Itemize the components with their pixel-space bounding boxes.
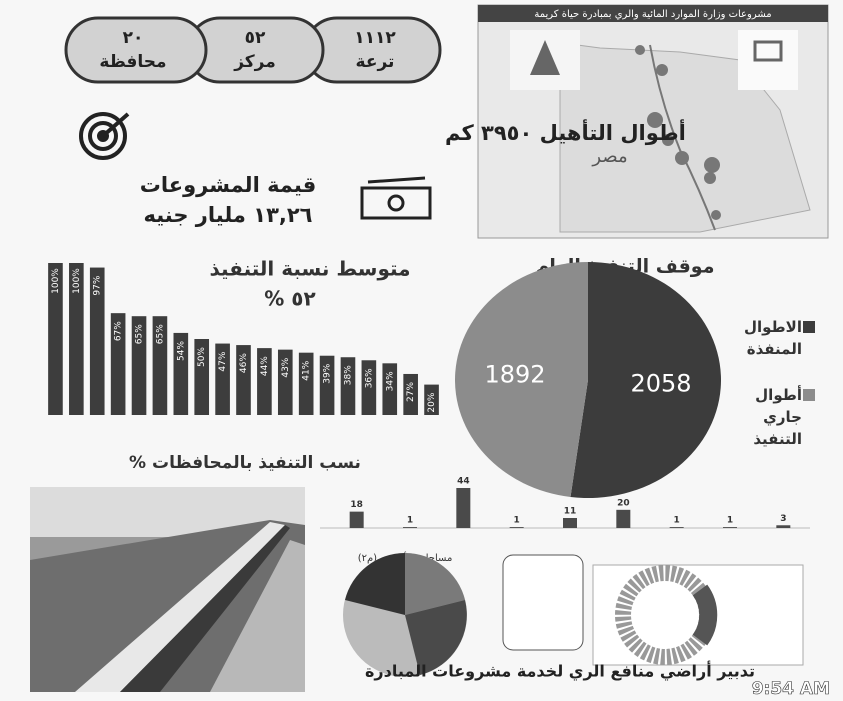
value-label: 1892 bbox=[484, 361, 545, 389]
cost-label: قيمة المشروعات bbox=[140, 173, 316, 197]
value-label: 44 bbox=[457, 477, 470, 487]
value-label: 41% bbox=[302, 360, 312, 380]
legend-entry: الاطوال المنفذة bbox=[722, 316, 802, 360]
value-label: 39% bbox=[323, 363, 333, 383]
bar bbox=[403, 527, 417, 528]
value-label: 11 bbox=[564, 507, 577, 517]
map-title: مشروعات وزارة الموارد المائية والري بمبا… bbox=[534, 9, 771, 20]
value-label: 65% bbox=[135, 324, 145, 344]
value-label: 44% bbox=[260, 356, 270, 376]
value-label: 20% bbox=[427, 392, 437, 412]
legend-label: أطوال جاري التنفيذ bbox=[722, 384, 802, 450]
value-label: 47% bbox=[218, 351, 228, 371]
legend-swatch bbox=[803, 321, 815, 333]
value-label: 1 bbox=[514, 516, 520, 526]
length-text: أطوال التأهيل ٣٩٥٠ كم bbox=[445, 118, 686, 145]
legend-entry: أطوال جاري التنفيذ bbox=[722, 384, 802, 450]
bar bbox=[456, 488, 470, 528]
canvas: مشروعات وزارة الموارد المائية والري بمبا… bbox=[0, 0, 843, 701]
bar bbox=[616, 510, 630, 528]
stat-number: ٢٠ bbox=[123, 28, 144, 48]
map-label: مصر bbox=[591, 146, 627, 167]
value-label: 2058 bbox=[630, 369, 691, 397]
value-label: 65% bbox=[155, 324, 165, 344]
page: Infographic {"map": {"title": "مشروعات و… bbox=[0, 0, 843, 701]
value-label: 36% bbox=[364, 368, 374, 388]
value-label: 1 bbox=[727, 516, 733, 526]
stat-label: مركز bbox=[233, 52, 276, 72]
value-label: 18 bbox=[350, 500, 363, 510]
stat-label: ترعة bbox=[356, 52, 395, 72]
cost-value: ١٣,٢٦ مليار جنيه bbox=[143, 203, 312, 227]
bar bbox=[776, 525, 790, 528]
infographic: مشروعات وزارة الموارد المائية والري بمبا… bbox=[0, 0, 843, 701]
value-label: 43% bbox=[281, 357, 291, 377]
bar bbox=[670, 527, 684, 528]
value-label: 1 bbox=[674, 516, 680, 526]
value-label: 67% bbox=[114, 321, 124, 341]
x-axis-title: نسب التنفيذ بالمحافظات % bbox=[129, 453, 361, 473]
value-label: 38% bbox=[343, 365, 353, 385]
bar bbox=[350, 512, 364, 528]
value-label: 20 bbox=[617, 498, 630, 508]
stat-number: ٥٢ bbox=[245, 28, 266, 48]
value-label: 100% bbox=[72, 268, 82, 294]
stat-label: محافظة bbox=[99, 52, 166, 72]
value-label: 54% bbox=[176, 340, 186, 360]
photo bbox=[30, 487, 305, 692]
stat-number: ١١١٢ bbox=[354, 28, 396, 48]
value-label: 100% bbox=[51, 268, 61, 294]
chart-title: متوسط نسبة التنفيذ bbox=[209, 257, 410, 281]
value-label: 50% bbox=[197, 347, 207, 367]
chart-subtitle: ٥٢ % bbox=[264, 287, 315, 311]
value-label: 97% bbox=[93, 275, 103, 295]
value-label: 34% bbox=[385, 371, 395, 391]
value-label: 1 bbox=[407, 516, 413, 526]
bar bbox=[563, 518, 577, 528]
legend-label: الاطوال المنفذة bbox=[722, 316, 802, 360]
value-label: 27% bbox=[406, 382, 416, 402]
value-label: 3 bbox=[780, 514, 786, 524]
bar bbox=[510, 527, 524, 528]
legend-swatch bbox=[803, 389, 815, 401]
land-caption: تدبير أراضي منافع الري لخدمة مشروعات الم… bbox=[365, 661, 755, 682]
bar bbox=[723, 527, 737, 528]
stat-pills: ١١١٢ ترعة ٥٢ مركز ٢٠ محافظة bbox=[66, 18, 440, 82]
status-time: 9:54 AM bbox=[752, 679, 830, 699]
value-label: 46% bbox=[239, 353, 249, 373]
land-donut-slice bbox=[700, 590, 708, 640]
land-box bbox=[503, 555, 583, 650]
body: مشروعات وزارة الموارد المائية والري بمبا… bbox=[0, 0, 843, 701]
